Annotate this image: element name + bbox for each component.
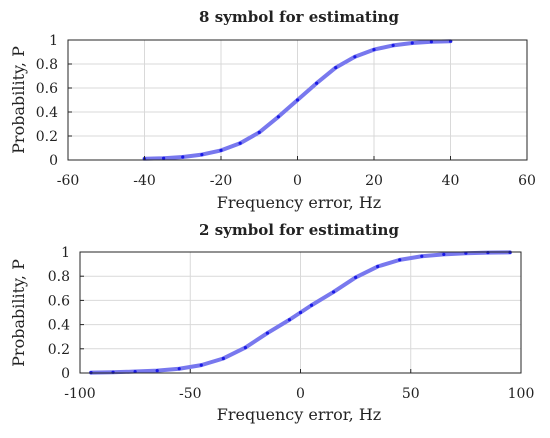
data-point — [398, 258, 402, 262]
data-point — [429, 40, 433, 44]
data-point — [162, 156, 166, 160]
data-point — [199, 363, 203, 367]
data-point — [219, 148, 223, 152]
data-point — [442, 252, 446, 257]
x-tick-label: 40 — [442, 173, 460, 189]
x-tick-label: 50 — [402, 386, 420, 402]
x-tick-label: 20 — [365, 173, 383, 189]
x-axis-label: Frequency error, Hz — [217, 193, 381, 212]
data-point — [265, 331, 270, 335]
y-tick-label: 0 — [61, 366, 70, 382]
x-axis-label: Frequency error, Hz — [217, 405, 381, 424]
y-tick-label: 0.2 — [48, 342, 70, 358]
data-point — [391, 43, 395, 48]
data-point — [181, 155, 185, 159]
x-tick-label: 100 — [508, 386, 535, 402]
data-point — [309, 303, 314, 307]
data-point — [200, 153, 204, 157]
chart-title: 8 symbol for estimating — [199, 8, 399, 26]
y-tick-label: 0 — [49, 153, 58, 169]
x-tick-label: 0 — [296, 386, 305, 402]
data-point — [177, 367, 181, 371]
data-point — [410, 41, 414, 45]
data-point — [276, 115, 280, 119]
y-tick-label: 0.8 — [48, 269, 70, 285]
data-point — [354, 275, 358, 280]
x-tick-label: -20 — [210, 173, 233, 189]
data-point — [334, 66, 338, 70]
data-point — [155, 368, 159, 373]
data-point — [331, 290, 336, 294]
y-tick-label: 0.8 — [36, 57, 58, 73]
series-layer — [89, 250, 512, 375]
ticks: -60 -40 -20 0 20 40 60 0 0.2 0.4 0.6 0.8 1 — [36, 33, 536, 189]
x-tick-label: 60 — [518, 173, 536, 189]
y-tick-label: 0.2 — [36, 129, 58, 145]
data-point — [486, 251, 490, 255]
data-point — [133, 369, 137, 374]
y-tick-label: 0.4 — [48, 318, 70, 334]
data-point — [221, 356, 225, 361]
data-point — [315, 81, 319, 85]
x-tick-label: -100 — [64, 386, 95, 402]
y-axis-label: Probability, P — [9, 259, 28, 367]
chart-top: 8 symbol for estimating -60 -40 -20 0 20 40 60… — [9, 8, 536, 212]
y-tick-label: 0.4 — [36, 105, 58, 121]
data-point — [238, 141, 242, 145]
y-tick-label: 1 — [49, 33, 58, 49]
y-tick-label: 1 — [61, 245, 70, 261]
grid — [68, 40, 527, 160]
data-point — [298, 310, 303, 315]
y-axis-label: Probability, P — [9, 46, 28, 154]
data-point — [353, 55, 357, 59]
y-tick-label: 0.6 — [36, 81, 58, 97]
data-point — [376, 264, 380, 269]
grid — [80, 252, 521, 373]
y-tick-label: 0.6 — [48, 293, 70, 309]
ticks: -100 -50 0 50 100 0 0.2 0.4 0.6 0.8 1 — [48, 245, 535, 402]
data-point — [243, 345, 247, 350]
x-tick-label: 0 — [293, 173, 302, 189]
x-tick-label: -40 — [133, 173, 156, 189]
chart-bottom: 2 symbol for estimating -100 -50 0 50 100 0 0.… — [9, 221, 534, 424]
data-point — [420, 254, 424, 258]
data-point — [287, 318, 292, 322]
chart-title: 2 symbol for estimating — [199, 221, 399, 239]
data-point — [257, 130, 261, 134]
x-tick-label: -50 — [179, 386, 202, 402]
data-point — [372, 48, 376, 52]
data-point — [295, 98, 300, 102]
x-tick-label: -60 — [57, 173, 80, 189]
